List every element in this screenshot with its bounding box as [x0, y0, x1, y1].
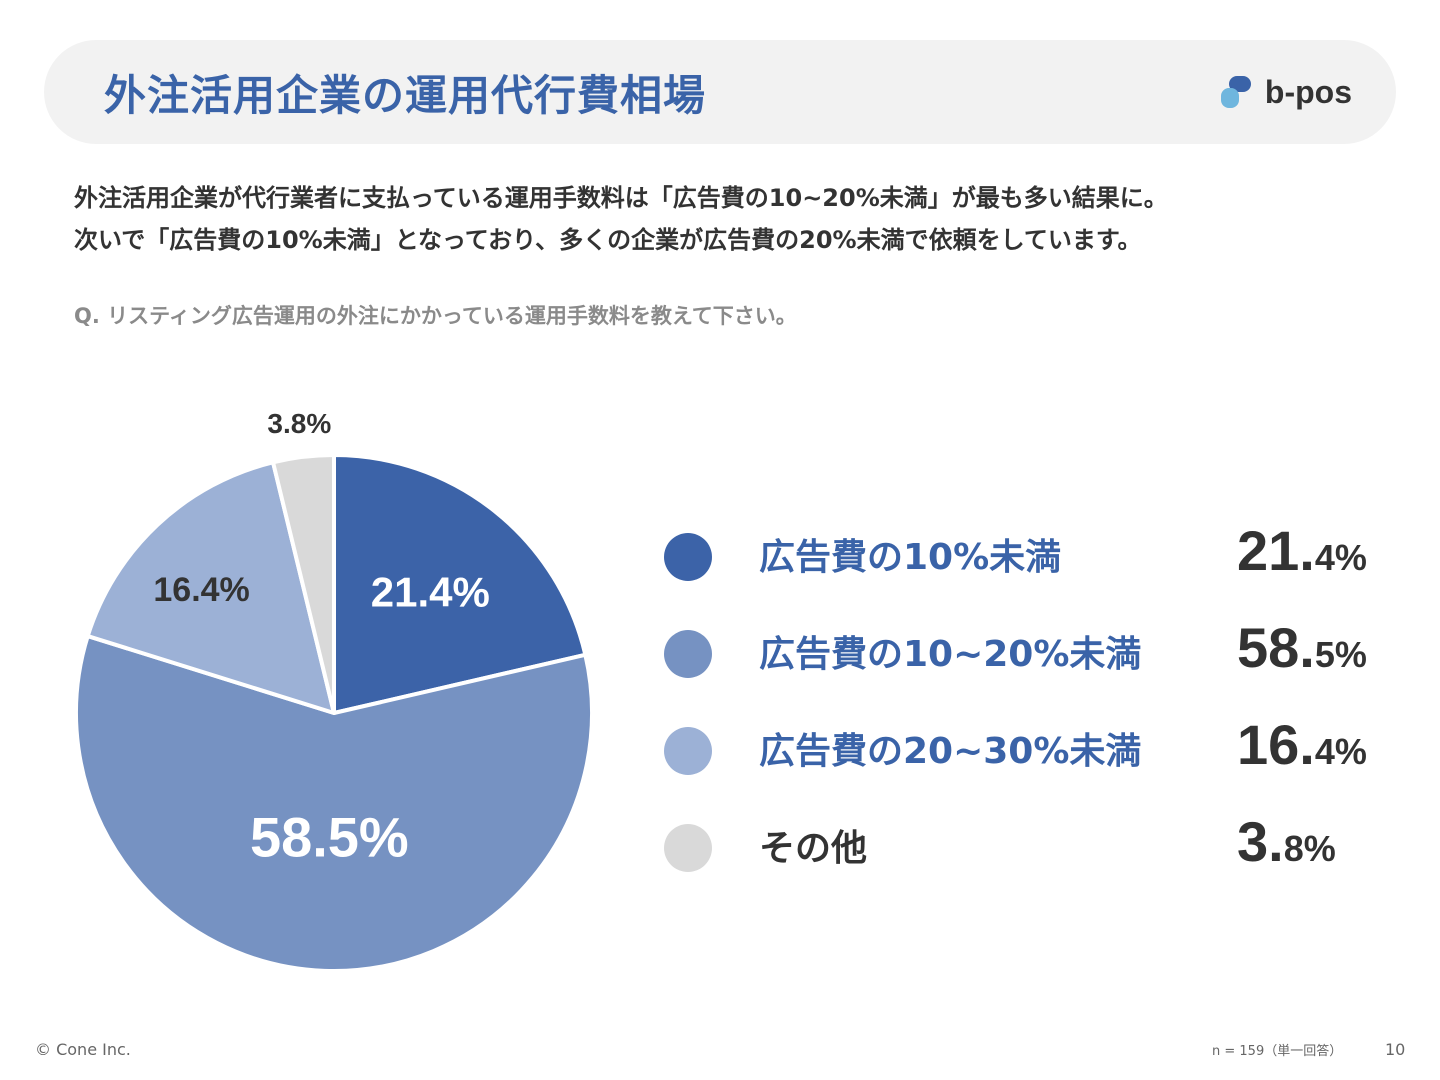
legend-value-int: 21.	[1237, 519, 1315, 582]
legend: 広告費の10%未満 21.4% 広告費の10~20%未満 58.5% 広告費の2…	[664, 518, 1424, 908]
page-title: 外注活用企業の運用代行費相場	[104, 71, 707, 120]
legend-swatch	[664, 824, 712, 872]
pie-slice	[74, 634, 594, 973]
legend-label: 広告費の10%未満	[759, 537, 1062, 578]
legend-item: 広告費の10~20%未満 58.5%	[664, 615, 1424, 714]
legend-value-int: 16.	[1237, 713, 1315, 776]
legend-label: その他	[759, 828, 868, 869]
legend-value: 58.5%	[1237, 615, 1367, 680]
legend-label: 広告費の10~20%未満	[759, 634, 1142, 675]
legend-value-int: 58.	[1237, 616, 1315, 679]
pie-chart: 21.4% 58.5% 16.4% 3.8%	[74, 408, 594, 973]
legend-swatch	[664, 727, 712, 775]
pie-slice	[271, 453, 336, 715]
legend-value-dec: 4%	[1314, 731, 1367, 772]
legend-item: その他 3.8%	[664, 809, 1424, 908]
legend-value-dec: 4%	[1314, 537, 1367, 578]
lead-text: 外注活用企業が代行業者に支払っている運用手数料は「広告費の10~20%未満」が最…	[74, 177, 1394, 261]
pie-data-label: 58.5%	[250, 805, 409, 868]
legend-item: 広告費の20~30%未満 16.4%	[664, 712, 1424, 811]
logo: b-pos	[1219, 74, 1352, 111]
pie-slice	[85, 460, 336, 715]
legend-value-int: 3.	[1237, 810, 1284, 873]
legend-value: 3.8%	[1237, 809, 1336, 874]
page-number: 10	[1385, 1040, 1406, 1059]
legend-item: 広告費の10%未満 21.4%	[664, 518, 1424, 617]
lead-line-1: 外注活用企業が代行業者に支払っている運用手数料は「広告費の10~20%未満」が最…	[74, 184, 1168, 212]
survey-question: Q. リスティング広告運用の外注にかかっている運用手数料を教えて下さい。	[74, 304, 797, 328]
pie-slice	[332, 453, 588, 715]
b-pos-logo-icon	[1220, 75, 1251, 108]
legend-swatch	[664, 533, 712, 581]
sample-size: n = 159（単一回答）	[1212, 1044, 1343, 1059]
legend-value: 16.4%	[1237, 712, 1367, 777]
legend-value-dec: 8%	[1283, 828, 1336, 869]
pie-data-label: 16.4%	[153, 571, 249, 609]
lead-line-2: 次いで「広告費の10%未満」となっており、多くの企業が広告費の20%未満で依頼を…	[74, 226, 1142, 254]
header-bar: 外注活用企業の運用代行費相場 b-pos	[44, 40, 1396, 144]
logo-text: b-pos	[1264, 74, 1352, 110]
legend-label: 広告費の20~30%未満	[759, 731, 1142, 772]
pie-data-label: 3.8%	[267, 408, 331, 439]
legend-swatch	[664, 630, 712, 678]
copyright: © Cone Inc.	[35, 1040, 131, 1059]
legend-value-dec: 5%	[1314, 634, 1367, 675]
pie-data-label: 21.4%	[371, 568, 490, 615]
legend-value: 21.4%	[1237, 518, 1367, 583]
